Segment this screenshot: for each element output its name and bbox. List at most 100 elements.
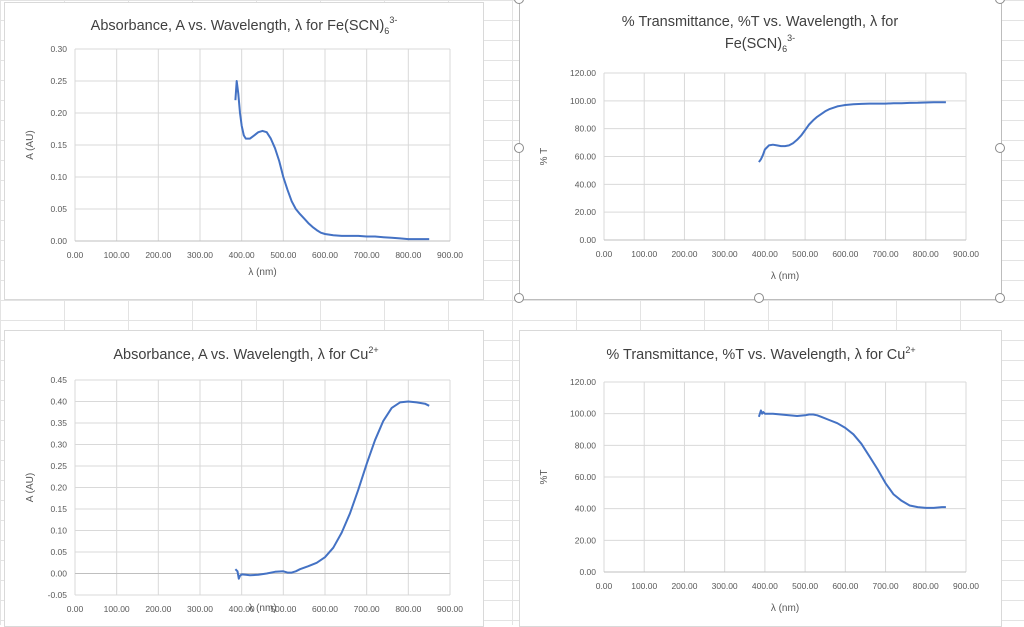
x-tick-label: 100.00 [631,581,657,591]
y-tick-label: 0.00 [579,235,596,245]
x-tick-label: 300.00 [712,249,738,259]
x-tick-label: 600.00 [832,249,858,259]
y-tick-label: 0.35 [50,418,67,428]
y-tick-label: 0.00 [579,567,596,577]
x-tick-label: 700.00 [354,604,380,614]
y-tick-label: 0.15 [50,504,67,514]
resize-handle-middle-right[interactable] [995,143,1005,153]
x-tick-label: 900.00 [437,604,463,614]
x-tick-label: 300.00 [187,604,213,614]
x-tick-label: 500.00 [792,249,818,259]
y-tick-label: 120.00 [570,377,596,387]
y-tick-label: 0.10 [50,172,67,182]
x-tick-label: 900.00 [953,581,979,591]
x-tick-label: 600.00 [312,604,338,614]
x-tick-label: 700.00 [354,250,380,260]
chart-transmittance-cu-svg: % Transmittance, %T vs. Wavelength, λ fo… [539,345,979,614]
x-tick-label: 0.00 [67,604,84,614]
chart-title: Absorbance, A vs. Wavelength, λ for Fe(S… [91,15,398,36]
x-tick-label: 700.00 [873,249,899,259]
y-tick-label: 0.30 [50,44,67,54]
resize-handle-middle-left[interactable] [514,143,524,153]
y-axis-title: % T [539,148,550,166]
y-tick-label: 0.05 [50,547,67,557]
chart-absorbance-cu-svg: Absorbance, A vs. Wavelength, λ for Cu2+… [25,345,463,614]
x-tick-label: 400.00 [752,581,778,591]
x-tick-label: 200.00 [145,604,171,614]
chart-absorbance-fescn[interactable]: Absorbance, A vs. Wavelength, λ for Fe(S… [4,2,484,300]
x-tick-label: 100.00 [104,250,130,260]
x-axis-title: λ (nm) [771,603,799,614]
x-tick-label: 700.00 [873,581,899,591]
y-tick-label: 0.00 [50,236,67,246]
resize-handle-bottom-left[interactable] [514,293,524,303]
y-axis-title: %T [539,470,550,485]
y-tick-label: 120.00 [570,68,596,78]
y-tick-label: 0.15 [50,140,67,150]
y-axis-title: A (AU) [25,473,36,502]
y-tick-label: 0.10 [50,526,67,536]
x-tick-label: 100.00 [631,249,657,259]
x-tick-label: 800.00 [913,249,939,259]
x-tick-label: 600.00 [312,250,338,260]
y-tick-label: 0.25 [50,76,67,86]
x-tick-label: 400.00 [229,604,255,614]
y-tick-label: 80.00 [575,440,597,450]
resize-handle-bottom-right[interactable] [995,293,1005,303]
y-tick-label: 60.00 [575,472,597,482]
y-tick-label: 20.00 [575,207,597,217]
x-axis-title: λ (nm) [248,603,276,614]
y-tick-label: 0.25 [50,461,67,471]
chart-title: % Transmittance, %T vs. Wavelength, λ fo… [606,345,915,363]
x-tick-label: 200.00 [671,581,697,591]
x-tick-label: 500.00 [270,604,296,614]
chart-title: Absorbance, A vs. Wavelength, λ for Cu2+ [113,345,378,363]
y-tick-label: 40.00 [575,504,597,514]
x-tick-label: 500.00 [270,250,296,260]
y-axis-title: A (AU) [25,130,36,159]
chart-transmittance-fescn-svg: % Transmittance, %T vs. Wavelength, λ fo… [539,14,979,282]
series-line [758,101,946,163]
y-tick-label: -0.05 [48,590,68,600]
x-tick-label: 800.00 [395,250,421,260]
chart-absorbance-fescn-svg: Absorbance, A vs. Wavelength, λ for Fe(S… [25,15,463,278]
x-tick-label: 100.00 [104,604,130,614]
y-tick-label: 0.30 [50,440,67,450]
y-tick-label: 80.00 [575,124,597,134]
chart-transmittance-fescn[interactable]: % Transmittance, %T vs. Wavelength, λ fo… [519,0,1002,300]
x-tick-label: 400.00 [229,250,255,260]
y-tick-label: 0.40 [50,397,67,407]
x-tick-label: 0.00 [596,581,613,591]
chart-title-line2: Fe(SCN)63- [725,33,795,54]
x-tick-label: 0.00 [67,250,84,260]
y-tick-label: 0.20 [50,483,67,493]
y-tick-label: 0.45 [50,375,67,385]
x-tick-label: 800.00 [913,581,939,591]
resize-handle-bottom-middle[interactable] [754,293,764,303]
x-tick-label: 0.00 [596,249,613,259]
chart-transmittance-cu[interactable]: % Transmittance, %T vs. Wavelength, λ fo… [519,330,1002,627]
y-tick-label: 40.00 [575,179,597,189]
x-tick-label: 200.00 [671,249,697,259]
x-tick-label: 300.00 [187,250,213,260]
y-tick-label: 0.05 [50,204,67,214]
x-tick-label: 300.00 [712,581,738,591]
x-tick-label: 900.00 [437,250,463,260]
y-tick-label: 0.20 [50,108,67,118]
x-tick-label: 800.00 [395,604,421,614]
x-tick-label: 600.00 [832,581,858,591]
y-tick-label: 20.00 [575,535,597,545]
x-tick-label: 400.00 [752,249,778,259]
chart-title-line1: % Transmittance, %T vs. Wavelength, λ fo… [622,14,899,30]
series-line [234,80,430,241]
x-tick-label: 500.00 [792,581,818,591]
x-axis-title: λ (nm) [771,271,799,282]
y-tick-label: 0.00 [50,569,67,579]
series-line [757,409,946,509]
y-tick-label: 60.00 [575,152,597,162]
y-tick-label: 100.00 [570,409,596,419]
chart-absorbance-cu[interactable]: Absorbance, A vs. Wavelength, λ for Cu2+… [4,330,484,627]
y-tick-label: 100.00 [570,96,596,106]
series-line [234,400,430,580]
x-tick-label: 200.00 [145,250,171,260]
